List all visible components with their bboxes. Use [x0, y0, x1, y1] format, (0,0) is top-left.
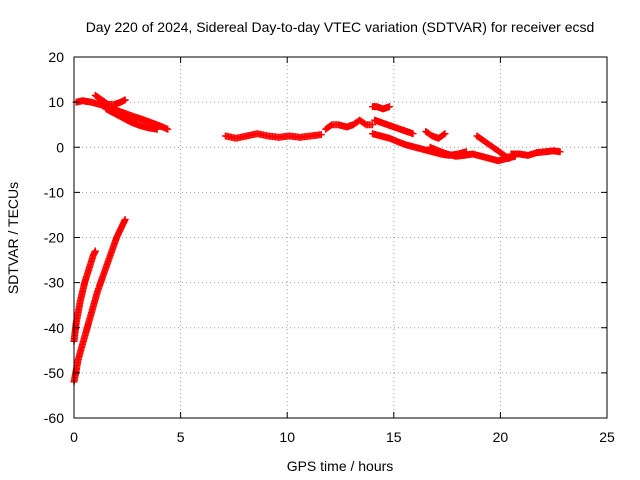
y-tick-label: -40 — [44, 320, 64, 336]
data-marks — [70, 91, 564, 386]
y-tick-label: -30 — [44, 275, 64, 291]
series-track-g — [322, 116, 376, 133]
series-track-m — [473, 132, 513, 163]
series-markers — [221, 130, 325, 142]
series-track-f — [221, 130, 325, 142]
series-track-i — [371, 116, 417, 138]
y-tick-label: 10 — [48, 94, 64, 110]
series-markers — [473, 132, 513, 163]
chart-title: Day 220 of 2024, Sidereal Day-to-day VTE… — [86, 19, 595, 35]
x-tick-label: 25 — [599, 429, 615, 445]
y-tick-label: -50 — [44, 365, 64, 381]
x-axis: 0 5 10 15 20 25 — [70, 57, 615, 445]
x-tick-label: 10 — [279, 429, 295, 445]
series-markers — [322, 116, 376, 133]
x-tick-label: 15 — [386, 429, 402, 445]
series-markers — [368, 103, 394, 113]
y-tick-label: 0 — [56, 139, 64, 155]
y-tick-label: -60 — [44, 410, 64, 426]
x-tick-label: 5 — [177, 429, 185, 445]
series-track-k — [422, 127, 449, 142]
y-axis-label: SDTVAR / TECUs — [5, 182, 21, 294]
series-markers — [91, 91, 129, 108]
grid — [74, 57, 607, 418]
series-markers — [371, 116, 417, 138]
series-markers — [422, 127, 449, 142]
y-axis: -60 -50 -40 -30 -20 -10 0 10 20 — [44, 49, 607, 426]
series-track-d — [91, 91, 129, 108]
plot-frame — [73, 56, 608, 419]
y-tick-label: -20 — [44, 230, 64, 246]
y-tick-label: -10 — [44, 184, 64, 200]
x-tick-label: 0 — [70, 429, 78, 445]
series-track-h — [368, 103, 394, 113]
series-track-n — [507, 147, 564, 159]
y-tick-label: 20 — [48, 49, 64, 65]
series-markers — [507, 147, 564, 159]
x-axis-label: GPS time / hours — [287, 458, 394, 474]
series-track-e — [102, 105, 161, 133]
series-markers — [102, 105, 161, 133]
x-tick-label: 20 — [493, 429, 509, 445]
